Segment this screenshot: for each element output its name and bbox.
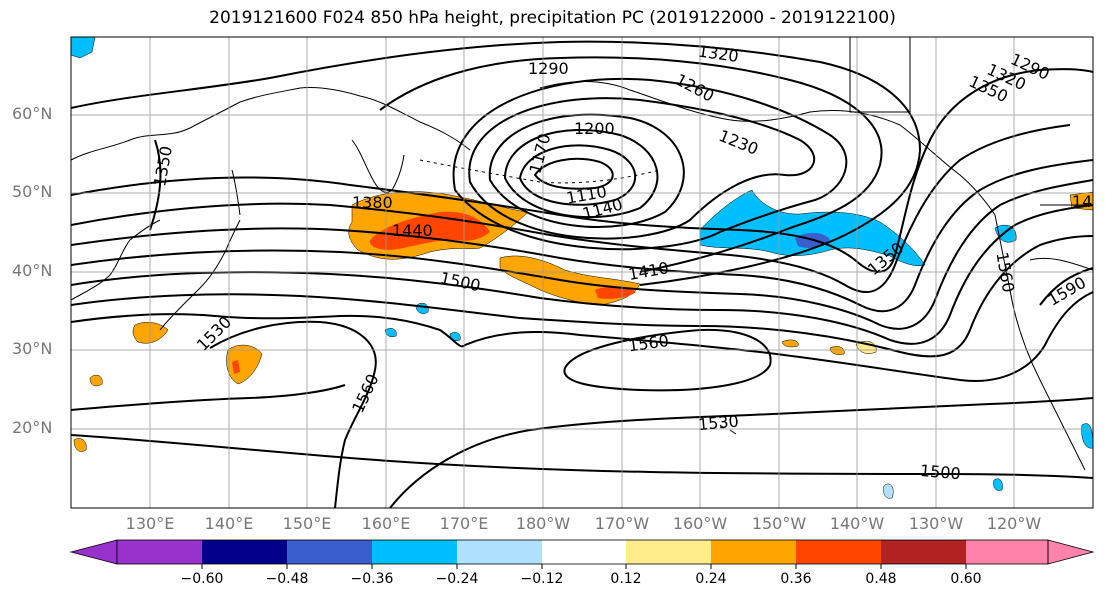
colorbar-swatch (542, 540, 626, 564)
colorbar-swatch (796, 540, 881, 564)
positive-precip-kuril (226, 344, 263, 385)
precip-shading (71, 37, 1093, 499)
contour-1110 (533, 157, 614, 190)
lon-label: 160°W (672, 514, 728, 533)
negative-precip-small-4 (1081, 423, 1093, 449)
map-frame (70, 36, 1094, 509)
contour-label: 1440 (392, 221, 433, 240)
contour-1410 (71, 159, 1093, 313)
colorbar-swatch (881, 540, 966, 564)
contour-label: 14 (1072, 192, 1092, 211)
lon-label: 140°E (204, 514, 254, 533)
colorbar-swatch (287, 540, 372, 564)
hawaii (719, 424, 737, 435)
positive-precip-core (369, 211, 490, 250)
positive-precip-small-1 (89, 374, 103, 387)
contour-1530-upper (71, 291, 1093, 382)
map-title: 2019121600 F024 850 hPa height, precipit… (209, 8, 896, 28)
contour-1560-closed (563, 328, 772, 392)
colorbar-extend-high (1047, 539, 1095, 565)
contour-1380 (71, 124, 1071, 294)
lat-label: 50°N (12, 182, 53, 201)
asia-coast (71, 87, 471, 161)
na-interior (1029, 204, 1093, 271)
korea-china (71, 219, 161, 301)
height-contours (71, 40, 1093, 508)
colorbar-swatch (372, 540, 457, 564)
lon-label: 140°W (829, 514, 885, 533)
colorbar-swatch (711, 540, 796, 564)
contour-label: 1500 (919, 461, 961, 483)
contour-label: 1290 (528, 59, 569, 78)
canada-north (849, 37, 911, 113)
kamchatka (351, 139, 405, 193)
lon-label: 170°E (439, 514, 489, 533)
colorbar-swatch (626, 540, 711, 564)
contour-label: 1380 (352, 193, 393, 212)
colorbar (69, 539, 1095, 569)
colorbar-tick-label: 0.12 (610, 571, 642, 587)
colorbar-swatch (457, 540, 542, 564)
lon-label: 150°W (751, 514, 807, 533)
positive-precip-kuril-core (232, 360, 240, 374)
positive-precip-japan (132, 322, 169, 344)
contour-label: 1200 (574, 119, 615, 138)
lat-label: 30°N (12, 339, 53, 358)
alaska-coast (539, 81, 996, 216)
negative-precip-small-5 (993, 478, 1003, 491)
colorbar-swatch (117, 540, 202, 564)
positive-precip-small-3 (781, 339, 799, 348)
lat-label: 40°N (12, 261, 53, 280)
contour-1470 (71, 204, 1093, 345)
colorbar-tick-label: 0.36 (780, 571, 812, 587)
colorbar-tick-label: −0.24 (435, 571, 479, 587)
contour-1560-west (209, 320, 377, 508)
contour-1590 (1039, 267, 1093, 306)
contour-1500-south (71, 434, 1093, 479)
coastlines (71, 37, 1093, 471)
lat-label: 20°N (12, 418, 53, 437)
contour-1140 (518, 144, 636, 206)
japan (159, 219, 241, 331)
contour-1320 (71, 40, 922, 286)
lat-label: 60°N (12, 104, 53, 123)
lon-label: 180°W (515, 514, 571, 533)
colorbar-tick-label: 0.24 (695, 571, 727, 587)
lon-label: 150°E (282, 514, 332, 533)
positive-precip-small-2 (73, 438, 87, 452)
contour-label: 1530 (697, 412, 739, 434)
negative-precip-small-6 (883, 483, 894, 499)
colorbar-extend-low (69, 539, 118, 565)
colorbar-swatch (202, 540, 287, 564)
lon-label: 130°E (125, 514, 175, 533)
contour-1200 (488, 113, 685, 228)
colorbar-tick-label: −0.48 (265, 571, 309, 587)
contour-1440 (71, 179, 1093, 330)
colorbar-tick-marks (201, 564, 967, 569)
colorbar-tick-label: −0.12 (520, 571, 564, 587)
colorbar-frame (116, 539, 1049, 565)
aleutians (419, 159, 661, 184)
lon-label: 120°W (986, 514, 1042, 533)
negative-precip-small-2 (384, 328, 397, 337)
lon-label: 170°W (594, 514, 650, 533)
negative-precip-corner (71, 37, 96, 59)
colorbar-tick-label: 0.60 (950, 571, 982, 587)
lon-label: 160°E (361, 514, 411, 533)
colorbar-tick-label: −0.36 (350, 571, 394, 587)
positive-precip-small-4 (829, 346, 845, 355)
contour-1230 (468, 97, 816, 240)
graticule (71, 37, 1093, 508)
contour-1350 (71, 68, 1093, 273)
colorbar-tick-label: −0.60 (180, 571, 224, 587)
contour-1530 (71, 384, 1093, 508)
colorbar-swatch (966, 540, 1048, 564)
colorbar-tick-label: 0.48 (865, 571, 897, 587)
lon-label: 130°W (908, 514, 964, 533)
positive-precip-east-core (595, 286, 636, 299)
